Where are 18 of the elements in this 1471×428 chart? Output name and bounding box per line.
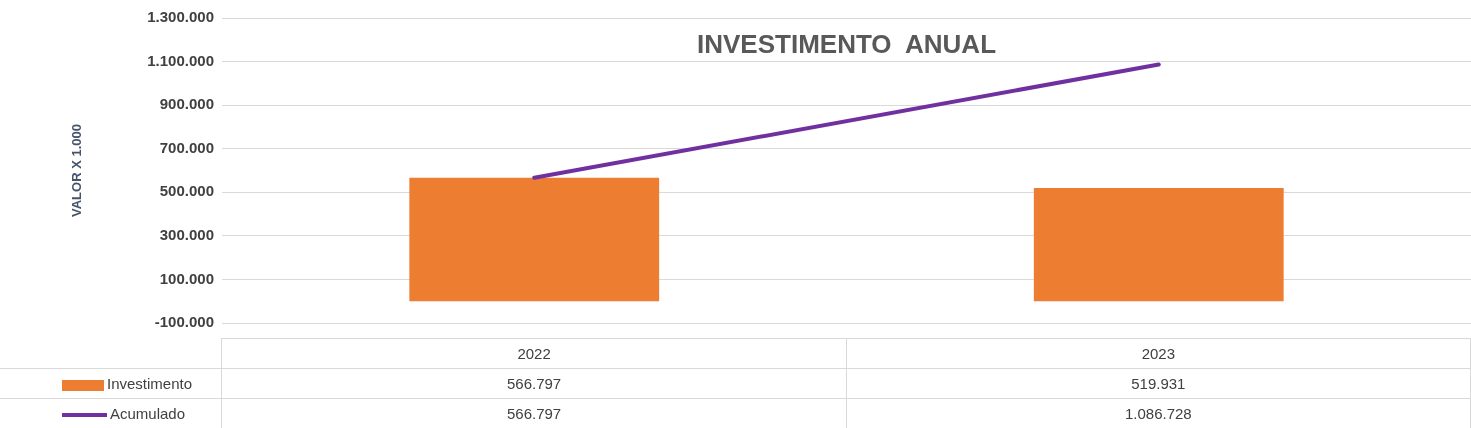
legend-label: Acumulado	[110, 405, 186, 422]
data-label: 566.797	[221, 368, 847, 399]
x-tick-label: 2022	[221, 338, 847, 369]
y-tick-label: 500.000	[159, 182, 214, 200]
y-tick-label: 100.000	[159, 269, 214, 287]
y-tick-label: 700.000	[159, 138, 214, 156]
y-axis-title: VALOR X 1.000	[69, 124, 85, 217]
x-tick-label: 2023	[846, 338, 1471, 369]
data-label: 566.797	[221, 398, 847, 428]
y-tick-label: 900.000	[159, 95, 214, 113]
y-tick-label: 1.100.000	[147, 51, 214, 69]
y-tick-label: 300.000	[159, 226, 214, 243]
legend-label: Investimento	[107, 375, 193, 392]
data-label: 519.931	[846, 368, 1471, 399]
y-tick-label: 1.300.000	[147, 8, 214, 26]
data-label: 1.086.728	[846, 398, 1471, 428]
y-tick-label: -100.000	[154, 313, 214, 331]
text: INVESTIMENTO ANUAL	[696, 29, 997, 60]
